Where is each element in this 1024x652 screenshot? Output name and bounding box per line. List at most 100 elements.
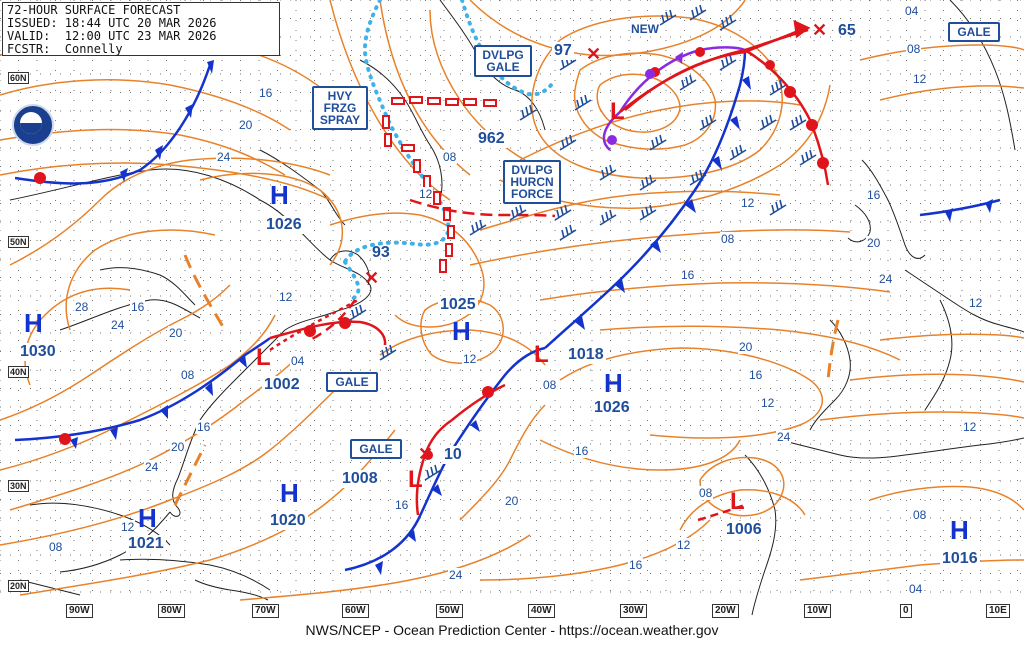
previous-low-x-icon: ✕ — [586, 44, 602, 64]
low-aux-number: 65 — [838, 22, 856, 39]
lon-label-70w: 70W — [252, 604, 279, 618]
high-pressure: 1016 — [940, 550, 980, 568]
high-center-letter: H — [270, 180, 289, 210]
lon-label-50w: 50W — [436, 604, 463, 618]
gale-label-sw: GALE — [350, 439, 402, 459]
isobar-value-label: 04 — [904, 4, 920, 18]
isobar-value-label: 12 — [962, 420, 978, 434]
wind-barb-icon — [599, 164, 617, 181]
isobar-value-label: 24 — [448, 568, 464, 582]
isobar-value-label: 24 — [144, 460, 160, 474]
wind-barb-icon — [719, 14, 737, 31]
lon-label-40w: 40W — [528, 604, 555, 618]
isobar-value-label: 20 — [866, 236, 882, 250]
isobar-value-label: 12 — [278, 290, 294, 304]
isobar-value-label: 08 — [912, 508, 928, 522]
isobar-value-label: 16 — [680, 268, 696, 282]
wind-barb-icon — [769, 199, 787, 216]
wind-barb-icon — [639, 204, 657, 221]
wind-barb-icon — [699, 114, 717, 131]
wind-barb-icon — [574, 94, 592, 111]
lon-label-0: 0 — [900, 604, 912, 618]
isobar-value-label: 24 — [878, 272, 894, 286]
header-issued: ISSUED: 18:44 UTC 20 MAR 2026 — [7, 16, 217, 30]
lat-label-20n: 20N — [8, 580, 29, 592]
isobar-value-label: 12 — [120, 520, 136, 534]
high-pressure: 1025 — [438, 296, 478, 314]
isobars — [0, 0, 1024, 601]
dvlpg-hurcn-force-label: DVLPG HURCN FORCE — [503, 160, 561, 204]
lat-label-50n: 50N — [8, 236, 29, 248]
wind-barb-icon — [379, 344, 397, 361]
low-pressure: 1002 — [262, 376, 302, 394]
high-center-letter: H — [452, 316, 471, 346]
high-pressure: 1030 — [18, 343, 58, 361]
isobar-value-label: 08 — [442, 150, 458, 164]
header-title: 72-HOUR SURFACE FORECAST — [7, 3, 181, 17]
isobar-value-label: 12 — [740, 196, 756, 210]
wind-barb-icon — [559, 54, 577, 71]
forecast-header: 72-HOUR SURFACE FORECAST ISSUED: 18:44 U… — [2, 2, 280, 56]
wind-barb-icon — [719, 54, 737, 71]
low-pressure: 1018 — [566, 346, 606, 364]
isobar-value-label: 04 — [908, 582, 924, 596]
wind-barb-icon — [424, 464, 442, 481]
dvlpg-gale-label: DVLPG GALE — [474, 45, 532, 77]
wind-barb-icon — [519, 104, 537, 121]
low-pressure: 962 — [476, 130, 507, 148]
wind-barb-icon — [689, 4, 707, 21]
low-center-icon: L — [408, 466, 423, 493]
previous-low-x-icon: ✕ — [812, 20, 828, 40]
high-pressure: 1021 — [126, 535, 166, 553]
cold-front-triangles — [70, 60, 993, 575]
isobar-value-label: 12 — [676, 538, 692, 552]
lon-label-90w: 90W — [66, 604, 93, 618]
isobar-value-label: 16 — [196, 420, 212, 434]
header-forecaster: FCSTR: Connelly — [7, 42, 123, 56]
low-pressure: 1008 — [340, 470, 380, 488]
lat-lon-grid — [0, 0, 1024, 600]
wind-barb-icon — [759, 114, 777, 131]
lon-label-20w: 20W — [712, 604, 739, 618]
isobar-value-label: 12 — [968, 296, 984, 310]
high-center-letter: H — [950, 515, 969, 545]
wind-barb-icon — [729, 144, 747, 161]
isobar-value-label: 20 — [170, 440, 186, 454]
lon-label-10w: 10W — [804, 604, 831, 618]
isobar-value-label: 24 — [216, 150, 232, 164]
wind-barb-icon — [639, 174, 657, 191]
low-center-icon: L — [730, 488, 745, 515]
low-center-icon: L — [256, 344, 271, 371]
warm-front-semicircles — [34, 47, 829, 460]
low-pressure: 1006 — [724, 521, 764, 539]
isobar-value-label: 16 — [748, 368, 764, 382]
isobar-value-label: 08 — [698, 486, 714, 500]
lat-label-40n: 40N — [8, 366, 29, 378]
occluded-front-symbols — [607, 52, 683, 145]
isobar-value-label: 24 — [110, 318, 126, 332]
low-center-icon: L — [610, 98, 625, 125]
high-center-letter: H — [24, 308, 43, 338]
isobar-value-label: 20 — [738, 340, 754, 354]
wind-barb-icon — [799, 149, 817, 166]
lon-label-30w: 30W — [620, 604, 647, 618]
wind-barb-icon — [689, 169, 707, 186]
isobar-value-label: 20 — [504, 494, 520, 508]
lat-label-30n: 30N — [8, 480, 29, 492]
noaa-logo-icon — [12, 104, 54, 146]
high-pressure: 1020 — [268, 512, 308, 530]
low-aux-number: 10 — [442, 446, 464, 464]
wind-barb-icon — [509, 204, 527, 221]
isobar-value-label: 12 — [760, 396, 776, 410]
hvy-frzg-spray-label: HVY FRZG SPRAY — [312, 86, 368, 130]
isobar-value-label: 12 — [462, 352, 478, 366]
isobar-value-label: 16 — [574, 444, 590, 458]
lon-label-60w: 60W — [342, 604, 369, 618]
isobar-value-label: 08 — [48, 540, 64, 554]
wind-barb-icon — [649, 134, 667, 151]
isobar-value-label: 24 — [776, 430, 792, 444]
low-aux-number: 97 — [552, 42, 574, 60]
high-center-letter: H — [138, 503, 157, 533]
high-center-letter: H — [280, 478, 299, 508]
isobar-value-label: 08 — [542, 378, 558, 392]
